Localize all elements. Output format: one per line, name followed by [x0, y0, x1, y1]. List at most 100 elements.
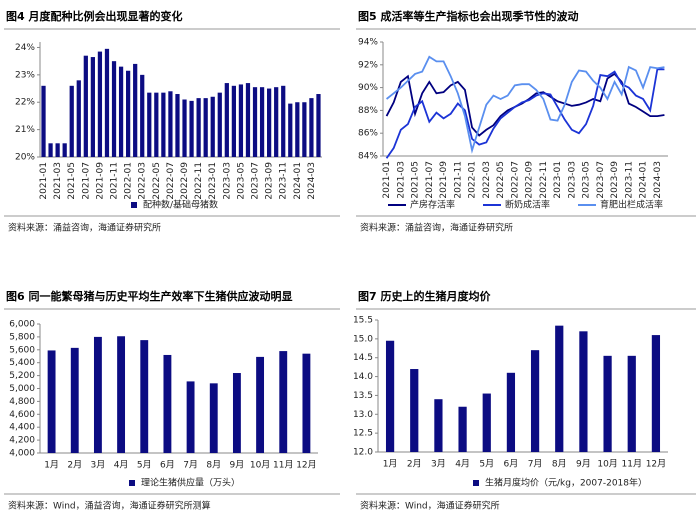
- bar: [111, 61, 117, 157]
- y-tick-label: 90%: [358, 83, 378, 93]
- x-tick-label: 2021-07: [425, 161, 435, 199]
- x-tick-label: 2021-05: [411, 161, 421, 199]
- x-tick-label: 2021-01: [39, 162, 49, 200]
- x-tick-label: 2023-11: [279, 162, 289, 200]
- y-tick-label: 14.5: [353, 353, 373, 363]
- x-tick-label: 2021-07: [81, 162, 91, 200]
- x-tick-label: 11月: [273, 460, 293, 471]
- y-tick-label: 5,800: [9, 332, 35, 342]
- x-tick-label: 2022-03: [138, 162, 148, 200]
- bar: [48, 143, 53, 157]
- bar: [189, 100, 194, 157]
- x-tick-label: 2021-09: [95, 162, 105, 200]
- x-tick-label: 9月: [230, 460, 245, 471]
- bar: [410, 369, 419, 452]
- x-tick-label: 2022-01: [468, 161, 478, 199]
- bar: [274, 87, 279, 157]
- x-tick-label: 1月: [383, 459, 398, 470]
- x-tick-label: 2023-03: [567, 161, 577, 199]
- x-tick-label: 11月: [622, 459, 642, 470]
- x-tick-label: 7月: [528, 459, 543, 470]
- chart-title: 图5 成活率等生产指标也会出现季节性的波动: [358, 9, 578, 23]
- x-tick-label: 2023-05: [582, 161, 592, 199]
- bar: [434, 399, 443, 452]
- y-tick-label: 4,400: [9, 423, 35, 433]
- bar: [224, 83, 229, 157]
- bar: [651, 335, 661, 452]
- bar: [147, 92, 152, 157]
- y-tick-label: 22%: [15, 98, 35, 108]
- legend-label: 断奶成活率: [505, 199, 550, 211]
- y-tick-label: 5,200: [9, 371, 35, 381]
- y-tick-label: 12.5: [353, 429, 373, 439]
- bar: [175, 94, 180, 157]
- bar: [133, 63, 138, 157]
- bar: [603, 355, 612, 452]
- x-tick-label: 6月: [160, 460, 175, 471]
- x-tick-label: 2021-09: [439, 161, 449, 199]
- x-tick-label: 2023-09: [265, 162, 275, 200]
- bar: [309, 98, 314, 157]
- bar: [302, 102, 307, 157]
- y-tick-label: 21%: [15, 125, 35, 135]
- x-tick-label: 2022-05: [496, 161, 506, 199]
- bar: [458, 406, 467, 452]
- bar: [97, 51, 103, 158]
- x-tick-label: 2022-09: [525, 161, 535, 199]
- bar: [76, 80, 81, 157]
- x-tick-label: 4月: [455, 459, 470, 470]
- x-tick-label: 5月: [479, 459, 494, 470]
- legend-swatch: [473, 480, 479, 486]
- y-tick-label: 13.5: [353, 391, 373, 401]
- bar: [267, 88, 272, 157]
- source-note: 资料来源：Wind，海通证券研究所: [360, 500, 500, 512]
- bar: [47, 350, 56, 453]
- y-tick-label: 5,600: [9, 345, 35, 355]
- bar: [70, 347, 79, 453]
- x-tick-label: 4月: [114, 460, 129, 471]
- legend-swatch: [131, 202, 137, 208]
- x-tick-label: 2023-01: [553, 161, 563, 199]
- bar: [302, 353, 311, 453]
- x-tick-label: 2021-03: [53, 162, 63, 200]
- x-tick-label: 2023-01: [208, 162, 218, 200]
- x-tick-label: 2022-05: [152, 162, 162, 200]
- x-tick-label: 2022-11: [539, 161, 549, 199]
- x-tick-label: 2022-03: [482, 161, 492, 199]
- x-tick-label: 12月: [646, 459, 666, 470]
- line: [386, 55, 665, 154]
- x-tick-label: 2023-07: [596, 161, 606, 199]
- y-tick-label: 92%: [358, 60, 378, 70]
- legend-label: 育肥出栏成活率: [600, 199, 663, 211]
- x-tick-label: 2021-11: [110, 162, 120, 200]
- bar: [256, 356, 265, 453]
- bar: [209, 383, 218, 453]
- y-tick-label: 6,000: [9, 320, 35, 330]
- line: [385, 72, 665, 137]
- bar: [93, 336, 102, 453]
- bar: [506, 372, 516, 452]
- bar: [118, 66, 124, 157]
- x-tick-label: 2024-03: [307, 162, 317, 200]
- bar: [140, 340, 149, 453]
- x-tick-label: 2023-07: [251, 162, 261, 200]
- x-tick-label: 8月: [206, 460, 221, 471]
- bar: [126, 70, 131, 157]
- bar: [163, 354, 172, 453]
- x-tick-label: 6月: [504, 459, 519, 470]
- bar: [217, 92, 222, 157]
- legend-label: 配种数/基础母猪数: [143, 199, 218, 211]
- bar: [196, 98, 201, 157]
- bar: [238, 84, 244, 157]
- x-tick-label: 10月: [597, 459, 617, 470]
- y-tick-label: 4,600: [9, 410, 35, 420]
- x-tick-label: 10月: [250, 460, 270, 471]
- bar: [168, 91, 173, 157]
- x-tick-label: 3月: [431, 459, 446, 470]
- bar: [295, 102, 300, 157]
- chart-title: 图7 历史上的生猪月度均价: [358, 289, 491, 303]
- bar: [161, 92, 166, 157]
- bar: [182, 99, 187, 157]
- bar: [245, 83, 251, 157]
- legend-label: 理论生猪供应量（万头）: [141, 477, 240, 489]
